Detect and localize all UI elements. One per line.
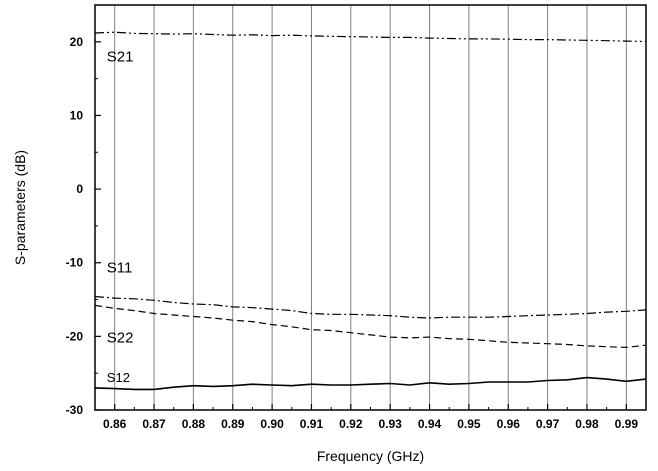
y-tick-label: -20 xyxy=(66,329,84,343)
y-axis-title: S-parameters (dB) xyxy=(12,150,28,265)
series-lines xyxy=(94,31,647,391)
x-tick-label: 0.90 xyxy=(260,417,284,431)
series-line-s22 xyxy=(94,304,647,349)
x-tick-label: 0.93 xyxy=(378,417,402,431)
series-labels: S21 S11 S22 S12 xyxy=(107,49,134,385)
x-tick-label: 0.99 xyxy=(615,417,639,431)
x-tick-label: 0.98 xyxy=(575,417,599,431)
x-axis-ticks: 0.86 0.87 0.88 0.89 0.90 0.91 0.92 0.93 0.94 0.95… xyxy=(94,404,639,431)
grid-lines xyxy=(114,5,627,410)
series-line-s21 xyxy=(94,31,647,43)
y-tick-label: -10 xyxy=(66,256,84,270)
y-axis-ticks: 20 10 0 -10 -20 -30 xyxy=(66,4,101,417)
y-tick-label: 10 xyxy=(70,108,84,122)
x-tick-label: 0.89 xyxy=(221,417,245,431)
series-label-s21: S21 xyxy=(107,49,134,66)
series-line-s11 xyxy=(94,296,647,319)
y-tick-label: -30 xyxy=(66,403,84,417)
x-tick-label: 0.92 xyxy=(339,417,363,431)
x-tick-label: 0.86 xyxy=(103,417,127,431)
x-tick-label: 0.95 xyxy=(457,417,481,431)
series-label-s12: S12 xyxy=(107,370,130,385)
y-tick-label: 0 xyxy=(76,182,83,196)
x-tick-label: 0.97 xyxy=(536,417,560,431)
y-tick-label: 20 xyxy=(70,35,84,49)
x-tick-label: 0.91 xyxy=(300,417,324,431)
x-axis-title: Frequency (GHz) xyxy=(317,448,424,464)
x-tick-label: 0.87 xyxy=(142,417,166,431)
series-label-s11: S11 xyxy=(107,259,133,276)
x-tick-label: 0.88 xyxy=(182,417,206,431)
series-line-s12 xyxy=(94,376,647,391)
plot-frame xyxy=(94,4,647,411)
x-tick-label: 0.96 xyxy=(497,417,521,431)
series-label-s22: S22 xyxy=(107,329,134,346)
x-tick-label: 0.94 xyxy=(418,417,442,431)
